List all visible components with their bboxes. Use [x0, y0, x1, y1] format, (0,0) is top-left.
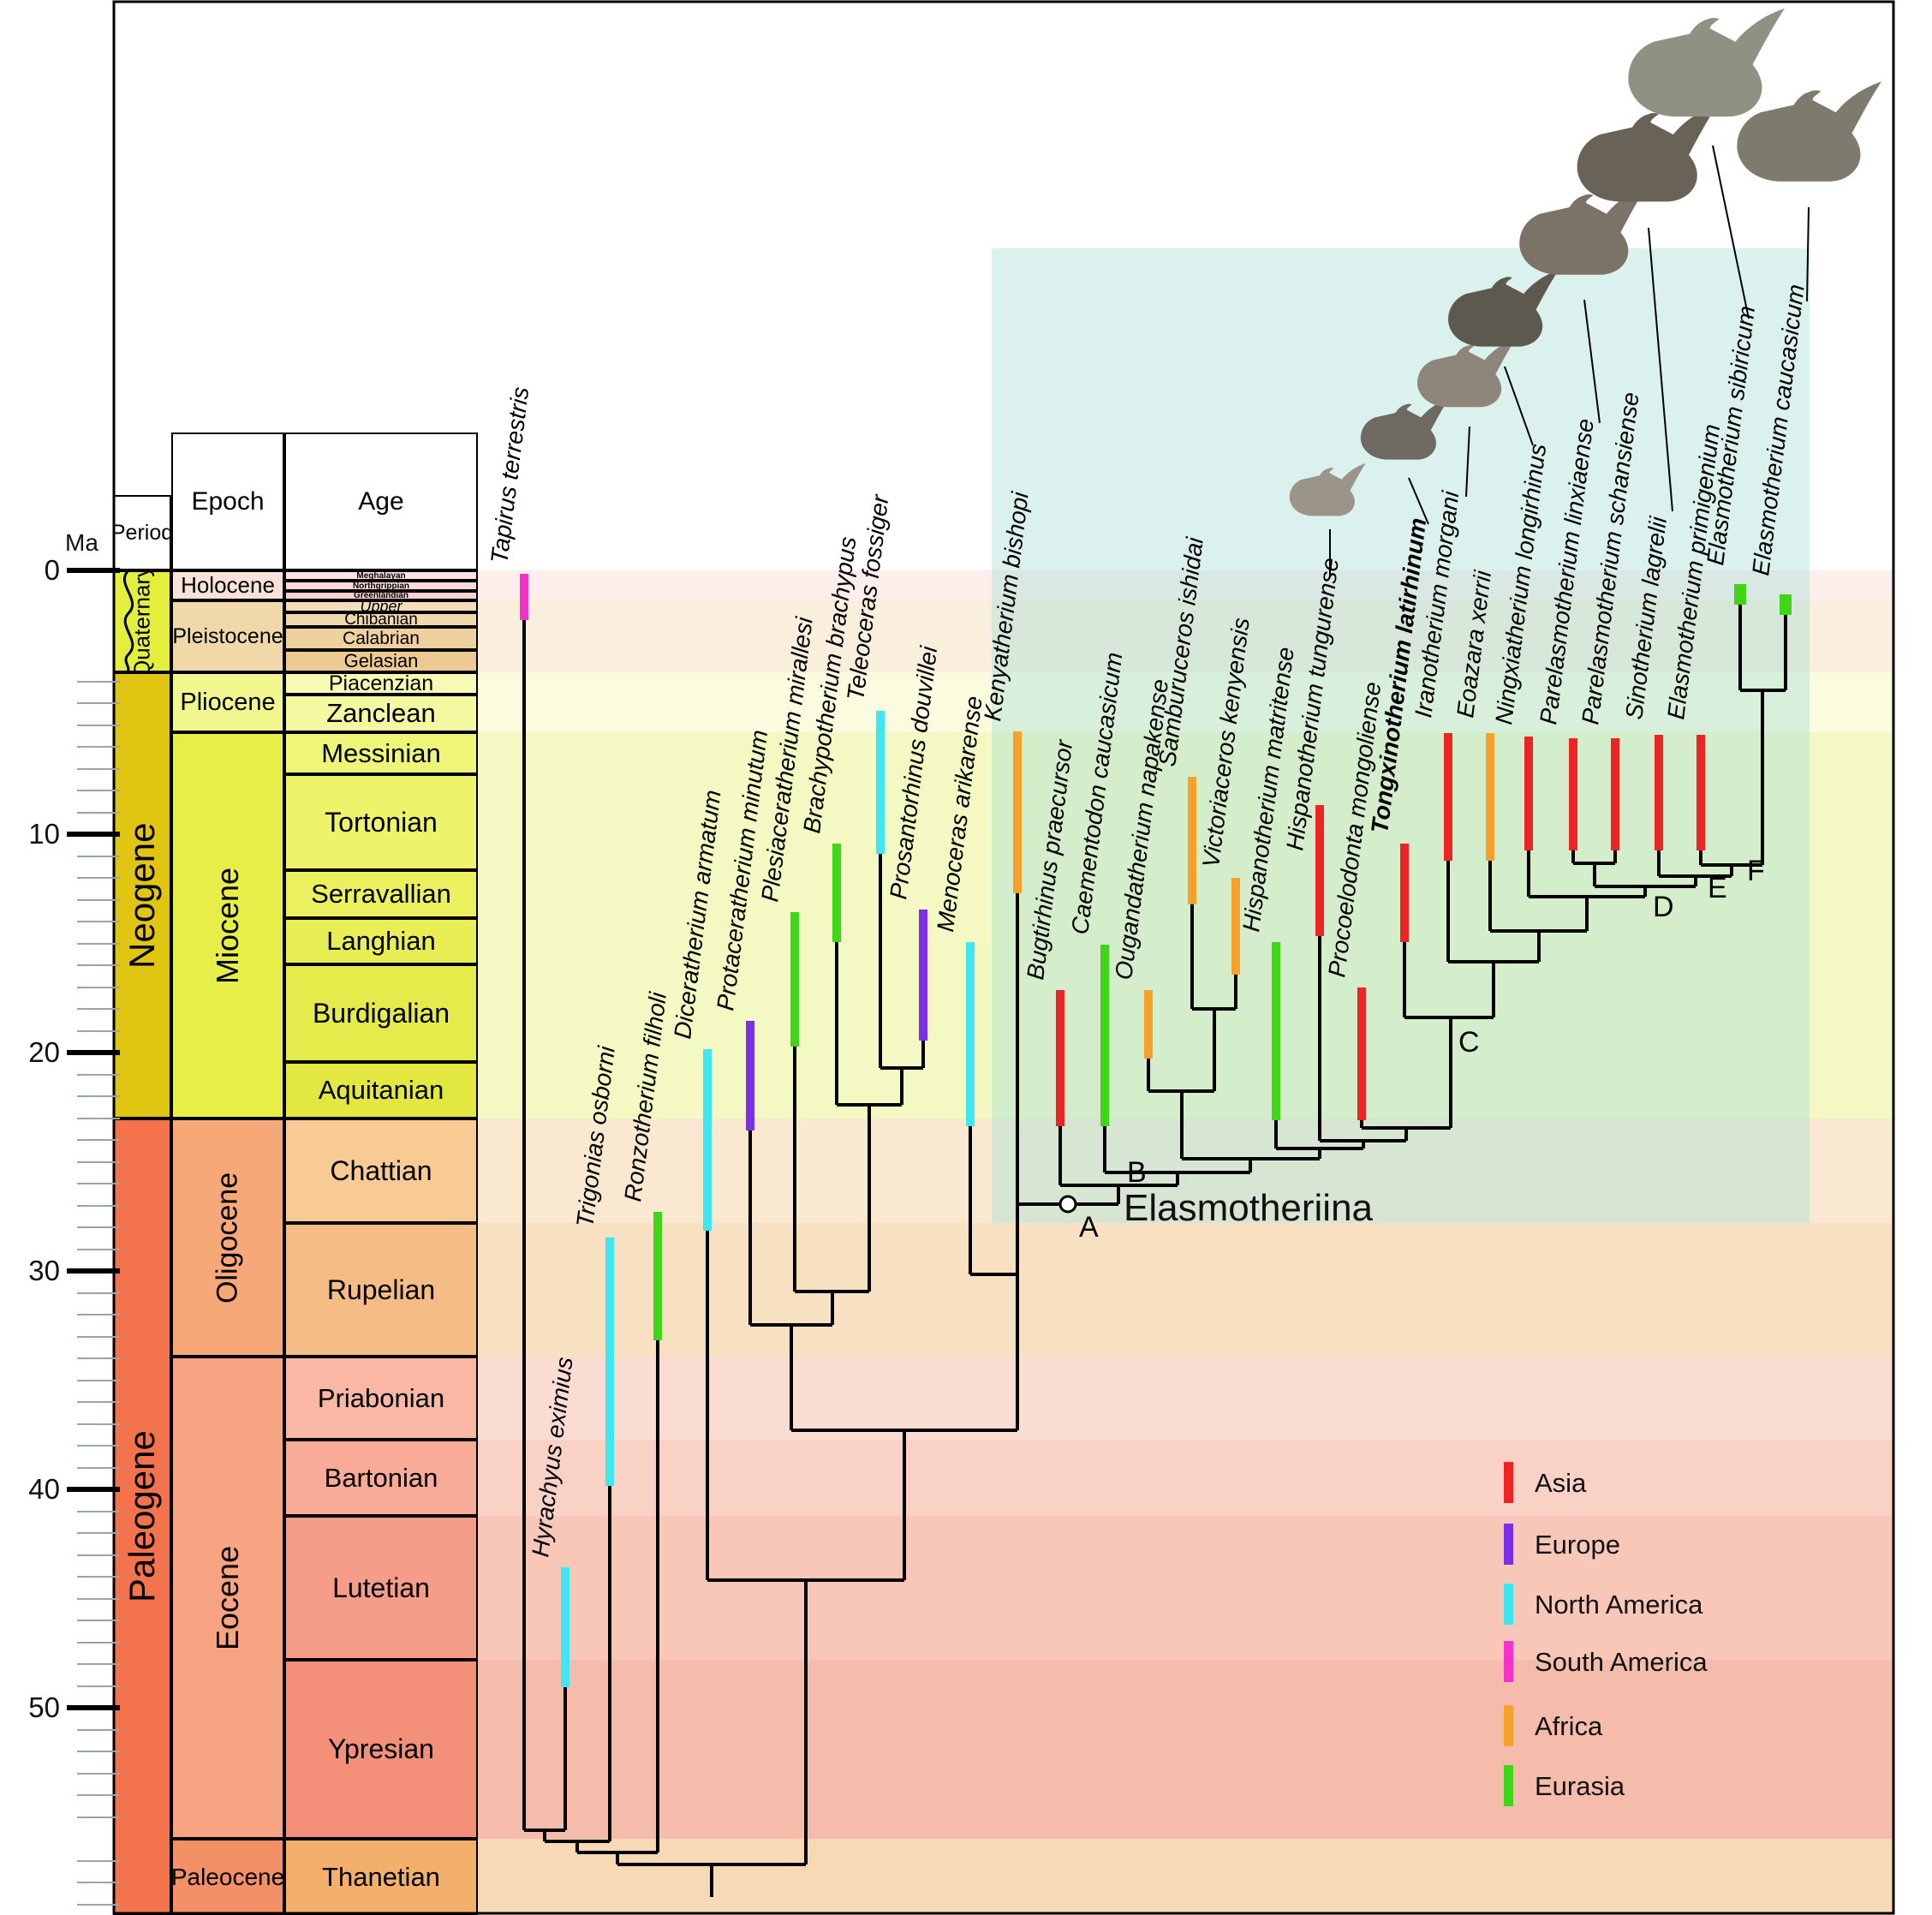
legend-swatch-europe	[1504, 1524, 1513, 1565]
age-aquitanian: Aquitanian	[284, 1062, 478, 1119]
age-gelasian: Gelasian	[284, 650, 478, 672]
tick-30: 30	[28, 1255, 60, 1286]
age-piacenzian: Piacenzian	[284, 672, 478, 695]
node-label-e: E	[1708, 872, 1727, 904]
axis-squiggle	[122, 569, 134, 673]
legend-swatch-eurasia	[1504, 1765, 1513, 1806]
tick-10: 10	[28, 818, 60, 850]
epoch-pliocene: Pliocene	[171, 672, 284, 732]
node-label-a: A	[1079, 1211, 1099, 1244]
figure-border	[112, 0, 1895, 1915]
age-thanetian: Thanetian	[284, 1839, 478, 1915]
epoch-paleocene: Paleocene	[171, 1839, 284, 1915]
age-upper: Upper	[284, 600, 478, 612]
age-greenlandian: Greenlandian	[284, 591, 478, 600]
epoch-holocene: Holocene	[171, 570, 284, 600]
node-label-c: C	[1458, 1026, 1480, 1059]
axis-minor-ticks	[77, 681, 120, 1906]
band-pliocene	[478, 672, 1894, 732]
age-chattian: Chattian	[284, 1119, 478, 1223]
rhino-head-1	[1289, 462, 1366, 516]
age-zanclean: Zanclean	[284, 695, 478, 732]
band-priabonian	[478, 1357, 1894, 1440]
epoch-pleistocene: Pleistocene	[171, 600, 284, 672]
legend-label-north-america: North America	[1535, 1590, 1703, 1620]
age-calabrian: Calabrian	[284, 627, 478, 650]
band-bartonian	[478, 1440, 1894, 1516]
age-rupelian: Rupelian	[284, 1223, 478, 1357]
age-northgrippian: Northgrippian	[284, 581, 478, 591]
header-period: Period	[113, 495, 171, 570]
legend-label-africa: Africa	[1535, 1711, 1603, 1741]
axis-major-ticks	[67, 568, 120, 1710]
clade-label-elasmotheriina: Elasmotheriina	[1124, 1187, 1374, 1229]
tick-20: 20	[28, 1036, 60, 1068]
age-ypresian: Ypresian	[284, 1660, 478, 1839]
rhino-head-7	[1628, 8, 1786, 117]
legend-label-eurasia: Eurasia	[1535, 1771, 1625, 1801]
band-pleistocene	[478, 600, 1894, 672]
legend-label-asia: Asia	[1535, 1468, 1587, 1498]
age-meghalayan: Meghalayan	[284, 570, 478, 581]
age-lutetian: Lutetian	[284, 1516, 478, 1660]
rhino-head-6	[1577, 104, 1718, 202]
node-label-b: B	[1127, 1156, 1147, 1189]
legend-swatch-asia	[1504, 1462, 1513, 1503]
legend-label-europe: Europe	[1535, 1530, 1620, 1560]
age-burdigalian: Burdigalian	[284, 964, 478, 1062]
node-label-f: F	[1747, 855, 1765, 887]
rhino-head-4	[1448, 270, 1559, 347]
tick-40: 40	[28, 1473, 60, 1505]
rhino-head-2	[1360, 398, 1449, 460]
age-serravallian: Serravallian	[284, 870, 478, 918]
band-rupelian	[478, 1223, 1894, 1357]
ma-axis-label: Ma	[65, 529, 98, 556]
age-tortonian: Tortonian	[284, 774, 478, 870]
node-a-circle	[1058, 1195, 1077, 1214]
header-epoch: Epoch	[171, 433, 284, 570]
tick-50: 50	[28, 1691, 60, 1723]
band-lutetian	[478, 1516, 1894, 1660]
band-holocene	[478, 570, 1894, 600]
legend-swatch-north-america	[1504, 1584, 1513, 1625]
tick-0: 0	[44, 554, 60, 586]
age-bartonian: Bartonian	[284, 1440, 478, 1516]
header-age: Age	[284, 433, 478, 570]
age-chibanian: Chibanian	[284, 612, 478, 627]
legend-label-south-america: South America	[1535, 1647, 1708, 1677]
rhino-head-3	[1417, 338, 1516, 408]
legend-swatch-africa	[1504, 1705, 1513, 1746]
node-label-d: D	[1653, 891, 1674, 923]
age-messinian: Messinian	[284, 732, 478, 774]
tree-branches	[522, 605, 1787, 1897]
rhino-connectors	[1329, 145, 1810, 577]
legend-swatch-south-america	[1504, 1641, 1513, 1682]
band-ypresian	[478, 1660, 1894, 1839]
age-langhian: Langhian	[284, 918, 478, 964]
band-thanetian	[478, 1839, 1894, 1915]
age-priabonian: Priabonian	[284, 1357, 478, 1440]
